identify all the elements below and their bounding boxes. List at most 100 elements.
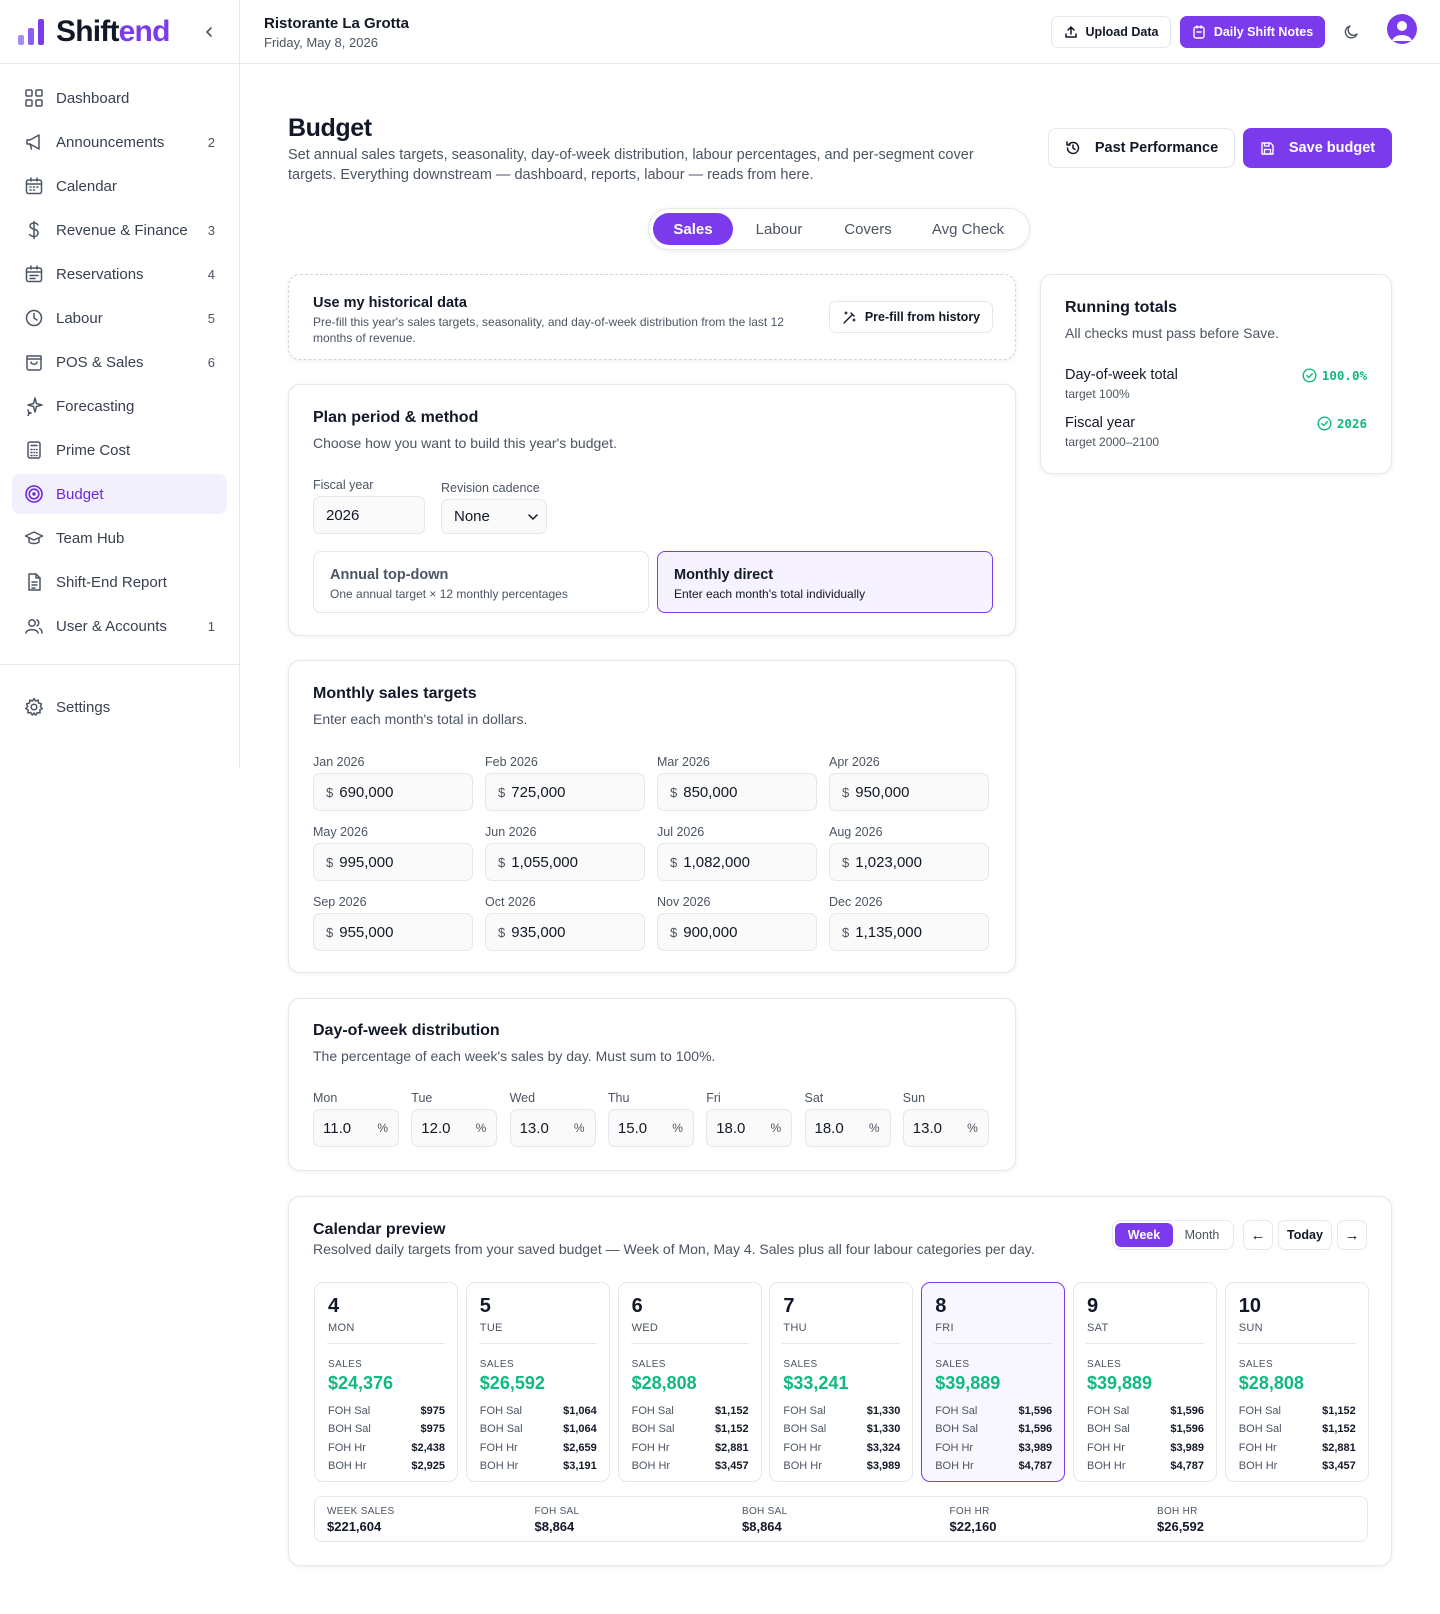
labour-row: FOH Sal $1,152 [632,1405,749,1421]
labour-row-label: BOH Hr [935,1459,974,1472]
sidebar-item-revenue-finance[interactable]: Revenue & Finance 3 [12,210,227,250]
save-budget-button[interactable]: Save budget [1243,128,1392,168]
week-total-value: $26,592 [1157,1519,1204,1534]
today-button[interactable]: Today [1278,1220,1332,1250]
tab-avg-check[interactable]: Avg Check [931,220,1005,238]
view-month-button[interactable]: Month [1184,1228,1220,1242]
calendar-day-tue[interactable]: 5 TUE SALES $26,592 FOH Sal $1,064 BOH Sal $1,0… [465,1282,610,1482]
week-total-label: BOH HR [1157,1506,1198,1517]
theme-toggle-button[interactable] [1340,20,1364,44]
dow-input-wed[interactable]: 13.0% [509,1109,596,1147]
prefill-history-button[interactable]: Pre-fill from history [829,301,993,333]
view-week-button[interactable]: Week [1115,1223,1173,1247]
month-value: 1,055,000 [511,853,578,871]
month-input[interactable]: $955,000 [313,913,473,951]
month-input[interactable]: $850,000 [657,773,817,811]
user-avatar[interactable] [1387,14,1417,44]
calendar-day-mon[interactable]: 4 MON SALES $24,376 FOH Sal $975 BOH Sal $975 FO… [314,1282,458,1482]
month-input[interactable]: $950,000 [829,773,989,811]
sales-label: SALES [631,1359,666,1370]
sidebar-item-dashboard[interactable]: Dashboard [12,78,227,118]
sidebar-item-shift-end-report[interactable]: Shift-End Report [12,562,227,602]
sidebar-item-count: 3 [207,222,215,238]
fiscal-year-input[interactable]: 2026 [313,496,425,534]
labour-row-value: $3,457 [714,1459,749,1472]
labour-row-value: $1,152 [1322,1423,1356,1436]
sidebar-item-reservations[interactable]: Reservations 4 [12,254,227,294]
labour-row: BOH Hr $2,925 [328,1460,445,1476]
month-label: Dec 2026 [829,895,883,909]
labour-row-value: $1,152 [714,1405,749,1417]
tab-labour[interactable]: Labour [755,220,803,238]
currency-prefix: $ [670,924,678,940]
revision-cadence-select[interactable]: None [441,499,547,534]
dow-input-sat[interactable]: 18.0% [804,1109,891,1147]
daily-shift-notes-button[interactable]: Daily Shift Notes [1180,16,1325,48]
dow-input-sun[interactable]: 13.0% [902,1109,989,1147]
day-of-week: THU [783,1322,807,1334]
month-input[interactable]: $690,000 [313,773,473,811]
sidebar-item-team-hub[interactable]: Team Hub [12,518,227,558]
labour-row-label: BOH Hr [783,1459,822,1472]
month-input[interactable]: $1,023,000 [829,843,989,881]
sidebar-item-calendar[interactable]: Calendar [12,166,227,206]
day-divider [327,1343,445,1344]
labour-row: BOH Hr $3,457 [632,1460,749,1476]
method-option-monthly-direct[interactable]: Monthly direct Enter each month's total i… [657,551,993,613]
percent-suffix: % [573,1121,585,1135]
sidebar-item-count: 5 [207,310,215,326]
calendar-day-wed[interactable]: 6 WED SALES $28,808 FOH Sal $1,152 BOH Sal $1,1… [617,1282,762,1482]
sidebar-item-prime-cost[interactable]: Prime Cost [12,430,227,470]
budget-tabs: Sales Labour Covers Avg Check [648,208,1030,250]
dow-value: 18.0 [716,1119,746,1137]
daily-shift-notes-label: Daily Shift Notes [1213,25,1314,39]
dow-input-thu[interactable]: 15.0% [607,1109,694,1147]
past-performance-button[interactable]: Past Performance [1048,128,1235,168]
sidebar-item-labour[interactable]: Labour 5 [12,298,227,338]
tab-sales[interactable]: Sales [653,213,733,245]
sidebar-item-user-accounts[interactable]: User & Accounts 1 [12,606,227,646]
prev-week-button[interactable]: ← [1243,1220,1273,1250]
labour-row-value: $2,881 [714,1441,749,1454]
next-week-button[interactable]: → [1337,1220,1367,1250]
month-value: 1,135,000 [855,923,922,941]
month-input[interactable]: $725,000 [485,773,645,811]
collapse-sidebar-button[interactable] [199,22,219,42]
calendar-day-sun[interactable]: 10 SUN SALES $28,808 FOH Sal $1,152 BOH Sal $1,… [1224,1282,1369,1482]
sidebar-item-settings[interactable]: Settings [12,687,227,727]
currency-prefix: $ [842,784,850,800]
sidebar-item-budget[interactable]: Budget [12,474,227,514]
labour-row: FOH Hr $2,438 [328,1442,445,1458]
check-status: 100.0% [1302,368,1367,383]
fiscal-year-value: 2026 [326,506,360,524]
sales-value: $26,592 [479,1373,545,1393]
check-circle-icon [1317,416,1332,431]
logo[interactable]: Shiftend [0,0,239,64]
calendar-day-sat[interactable]: 9 SAT SALES $39,889 FOH Sal $1,596 BOH Sal $1,5… [1073,1282,1217,1482]
currency-prefix: $ [842,854,850,870]
dow-input-mon[interactable]: 11.0% [313,1109,399,1147]
month-input[interactable]: $995,000 [313,843,473,881]
week-total-foh-hr: FOH HR $22,160 [950,1506,997,1534]
currency-prefix: $ [670,784,678,800]
month-input[interactable]: $900,000 [657,913,817,951]
sidebar-item-announcements[interactable]: Announcements 2 [12,122,227,162]
dow-input-tue[interactable]: 12.0% [411,1109,498,1147]
labour-row-label: FOH Hr [935,1441,974,1454]
upload-data-button[interactable]: Upload Data [1051,16,1171,48]
tab-covers[interactable]: Covers [844,220,892,238]
month-input[interactable]: $1,082,000 [657,843,817,881]
dow-input-fri[interactable]: 18.0% [706,1109,793,1147]
method-option-annual-top-down[interactable]: Annual top-down One annual target × 12 mo… [313,551,649,613]
month-input[interactable]: $1,135,000 [829,913,989,951]
sidebar-item-forecasting[interactable]: Forecasting [12,386,227,426]
labour-row-label: BOH Hr [631,1459,671,1472]
week-total-value: $8,864 [742,1519,782,1534]
month-input[interactable]: $935,000 [485,913,645,951]
week-total-value: $8,864 [534,1519,575,1534]
month-input[interactable]: $1,055,000 [485,843,645,881]
calendar-day-fri[interactable]: 8 FRI SALES $39,889 FOH Sal $1,596 BOH Sal $1,5… [921,1282,1066,1482]
labour-row-label: BOH Sal [479,1423,523,1436]
calendar-day-thu[interactable]: 7 THU SALES $33,241 FOH Sal $1,330 BOH Sal $1,3… [769,1282,914,1482]
sidebar-item-pos-sales[interactable]: POS & Sales 6 [12,342,227,382]
